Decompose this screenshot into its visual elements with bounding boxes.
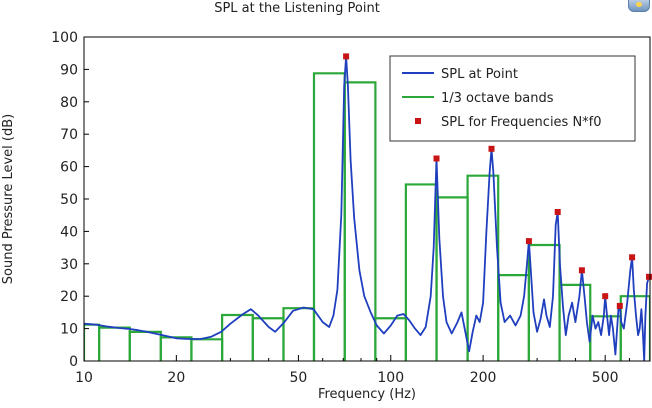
y-tick-label: 0 <box>69 354 78 370</box>
x-tick-label: 20 <box>167 370 185 386</box>
harmonic-marker <box>343 53 350 60</box>
y-tick-label: 40 <box>60 224 78 240</box>
x-tick-label: 500 <box>592 370 619 386</box>
x-axis-title: Frequency (Hz) <box>318 387 416 402</box>
x-tick-label: 100 <box>377 370 404 386</box>
harmonic-marker <box>433 155 440 162</box>
plot-area <box>84 53 652 361</box>
legend-label-harmonic-markers: SPL for Frequencies N*f0 <box>441 115 602 130</box>
x-tick-label: 10 <box>75 370 93 386</box>
harmonic-marker <box>616 302 623 309</box>
harmonic-marker <box>488 145 495 152</box>
harmonic-marker <box>646 273 652 280</box>
legend-swatch-harmonic-markers <box>415 118 421 124</box>
harmonic-marker <box>578 267 585 274</box>
octave-band-bar <box>97 326 131 361</box>
y-axis-title: Sound Pressure Level (dB) <box>1 114 16 284</box>
octave-band-bar <box>343 81 377 361</box>
y-tick-label: 20 <box>60 289 78 305</box>
y-tick-label: 90 <box>60 62 78 78</box>
harmonic-marker <box>525 238 532 245</box>
octave-band-bar <box>251 317 285 361</box>
octave-band-bar <box>221 313 254 361</box>
legend-label-octave-bands: 1/3 octave bands <box>441 91 554 106</box>
legend-label-spl-line: SPL at Point <box>441 67 518 82</box>
octave-band-bar <box>84 323 101 361</box>
harmonic-marker <box>554 209 561 215</box>
x-tick-label: 200 <box>470 370 497 386</box>
y-tick-label: 100 <box>51 30 78 46</box>
harmonic-marker <box>629 254 636 261</box>
legend: SPL at Point 1/3 octave bands SPL for Fr… <box>389 55 636 142</box>
chart-title: SPL at the Listening Point <box>214 1 380 16</box>
y-tick-label: 50 <box>60 192 78 208</box>
y-tick-label: 80 <box>60 95 78 111</box>
y-tick-label: 60 <box>60 160 78 176</box>
octave-band-bar <box>619 295 650 361</box>
x-tick-label: 50 <box>290 370 308 386</box>
y-tick-label: 70 <box>60 127 78 143</box>
y-tick-label: 10 <box>60 322 78 338</box>
y-tick-label: 30 <box>60 257 78 273</box>
plot-series <box>84 55 650 361</box>
legend-box <box>389 55 636 142</box>
octave-band-bar <box>190 338 224 361</box>
chart-settings-icon[interactable] <box>628 0 650 12</box>
harmonic-marker <box>602 293 609 300</box>
octave-band-bar <box>128 330 162 361</box>
spl-line <box>84 55 650 361</box>
